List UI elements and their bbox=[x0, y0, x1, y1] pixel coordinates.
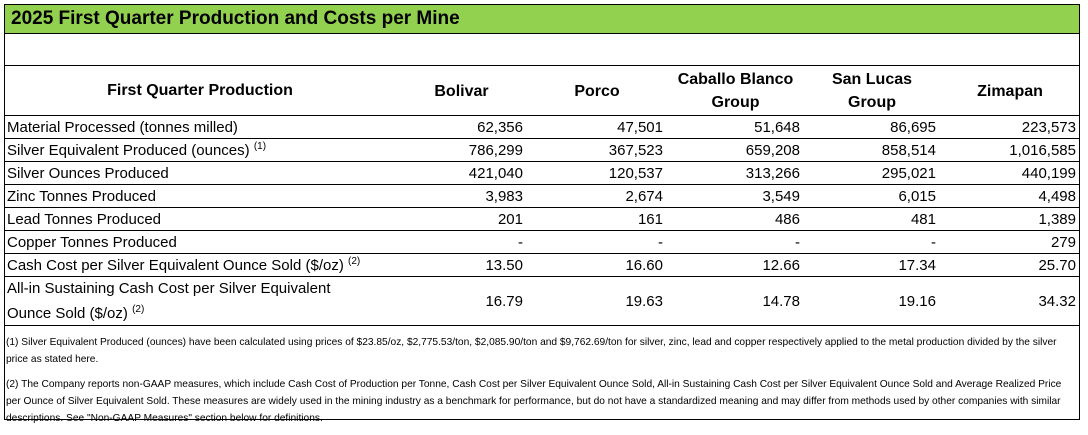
column-header-text: Caballo Blanco bbox=[677, 71, 794, 88]
cell-value: 17.34 bbox=[804, 253, 940, 277]
row-label-text: All-in Sustaining Cash Cost per Silver E… bbox=[7, 280, 331, 297]
table-header-row: First Quarter Production Bolivar Porco C… bbox=[4, 67, 1080, 116]
cell-value: 295,021 bbox=[804, 161, 940, 185]
row-label: Material Processed (tonnes milled) bbox=[4, 115, 396, 139]
header-label: First Quarter Production bbox=[4, 67, 396, 116]
cell-value: 4,498 bbox=[940, 184, 1080, 208]
cell-value: 25.70 bbox=[940, 253, 1080, 277]
table-row: Zinc Tonnes Produced 3,983 2,674 3,549 6… bbox=[4, 184, 1080, 208]
cell-value: 481 bbox=[804, 207, 940, 231]
column-header-text: Bolivar bbox=[434, 82, 489, 100]
row-label-text: Ounce Sold ($/oz) bbox=[7, 305, 128, 322]
cell-value: 279 bbox=[940, 230, 1080, 254]
table-row: All-in Sustaining Cash Cost per Silver E… bbox=[4, 276, 1080, 326]
production-table: First Quarter Production Bolivar Porco C… bbox=[4, 67, 1080, 326]
table-row: Copper Tonnes Produced - - - - 279 bbox=[4, 230, 1080, 254]
cell-value: 34.32 bbox=[940, 276, 1080, 326]
table-row: Silver Equivalent Produced (ounces) (1) … bbox=[4, 138, 1080, 162]
column-header-caballo-blanco: Caballo Blanco Group bbox=[667, 67, 804, 116]
cell-value: 1,016,585 bbox=[940, 138, 1080, 162]
cell-value: 16.60 bbox=[527, 253, 667, 277]
cell-value: 201 bbox=[396, 207, 527, 231]
column-header-text: Group bbox=[711, 94, 760, 111]
cell-value: 3,549 bbox=[667, 184, 804, 208]
cell-value: 86,695 bbox=[804, 115, 940, 139]
cell-value: 12.66 bbox=[667, 253, 804, 277]
row-label: All-in Sustaining Cash Cost per Silver E… bbox=[4, 276, 396, 326]
row-label: Lead Tonnes Produced bbox=[4, 207, 396, 231]
column-header-text: Zimapan bbox=[977, 82, 1043, 100]
column-header-san-lucas: San Lucas Group bbox=[804, 67, 940, 116]
row-label: Silver Equivalent Produced (ounces) (1) bbox=[4, 138, 396, 162]
cell-value: 13.50 bbox=[396, 253, 527, 277]
row-label-text: Silver Equivalent Produced (ounces) bbox=[7, 142, 250, 159]
cell-value: - bbox=[804, 230, 940, 254]
cell-value: 19.63 bbox=[527, 276, 667, 326]
cell-value: 120,537 bbox=[527, 161, 667, 185]
cell-value: 6,015 bbox=[804, 184, 940, 208]
table-row: Lead Tonnes Produced 201 161 486 481 1,3… bbox=[4, 207, 1080, 231]
frame-bottom-border bbox=[4, 419, 1080, 420]
cell-value: 223,573 bbox=[940, 115, 1080, 139]
table-row: Silver Ounces Produced 421,040 120,537 3… bbox=[4, 161, 1080, 185]
cell-value: 14.78 bbox=[667, 276, 804, 326]
row-label: Copper Tonnes Produced bbox=[4, 230, 396, 254]
row-label: Cash Cost per Silver Equivalent Ounce So… bbox=[4, 253, 396, 277]
cell-value: 161 bbox=[527, 207, 667, 231]
footnote-ref: (1) bbox=[253, 141, 267, 152]
cell-value: - bbox=[527, 230, 667, 254]
row-label: Silver Ounces Produced bbox=[4, 161, 396, 185]
footnotes: (1) Silver Equivalent Produced (ounces) … bbox=[6, 334, 1078, 435]
table-top-rule bbox=[4, 65, 1080, 66]
row-label: Zinc Tonnes Produced bbox=[4, 184, 396, 208]
cell-value: 786,299 bbox=[396, 138, 527, 162]
table-row: Cash Cost per Silver Equivalent Ounce So… bbox=[4, 253, 1080, 277]
cell-value: 19.16 bbox=[804, 276, 940, 326]
cell-value: 62,356 bbox=[396, 115, 527, 139]
cell-value: 858,514 bbox=[804, 138, 940, 162]
column-header-porco: Porco bbox=[527, 67, 667, 116]
footnote-1: (1) Silver Equivalent Produced (ounces) … bbox=[6, 337, 1057, 365]
cell-value: 367,523 bbox=[527, 138, 667, 162]
footnote-ref: (2) bbox=[132, 304, 145, 315]
cell-value: 2,674 bbox=[527, 184, 667, 208]
cell-value: 51,648 bbox=[667, 115, 804, 139]
column-header-zimapan: Zimapan bbox=[940, 67, 1080, 116]
column-header-text: Group bbox=[848, 94, 896, 111]
table-row: Material Processed (tonnes milled) 62,35… bbox=[4, 115, 1080, 139]
cell-value: 47,501 bbox=[527, 115, 667, 139]
cell-value: 16.79 bbox=[396, 276, 527, 326]
cell-value: 421,040 bbox=[396, 161, 527, 185]
cell-value: - bbox=[396, 230, 527, 254]
cell-value: 3,983 bbox=[396, 184, 527, 208]
row-label-text: Cash Cost per Silver Equivalent Ounce So… bbox=[7, 257, 344, 274]
cell-value: 1,389 bbox=[940, 207, 1080, 231]
cell-value: 486 bbox=[667, 207, 804, 231]
column-header-text: Porco bbox=[574, 82, 620, 100]
cell-value: 659,208 bbox=[667, 138, 804, 162]
cell-value: 440,199 bbox=[940, 161, 1080, 185]
column-header-bolivar: Bolivar bbox=[396, 67, 527, 116]
column-header-text: San Lucas bbox=[831, 71, 913, 88]
footnote-2: (2) The Company reports non-GAAP measure… bbox=[6, 379, 1062, 424]
cell-value: 313,266 bbox=[667, 161, 804, 185]
cell-value: - bbox=[667, 230, 804, 254]
page-title: 2025 First Quarter Production and Costs … bbox=[4, 4, 1080, 34]
footnote-ref: (2) bbox=[348, 256, 361, 267]
